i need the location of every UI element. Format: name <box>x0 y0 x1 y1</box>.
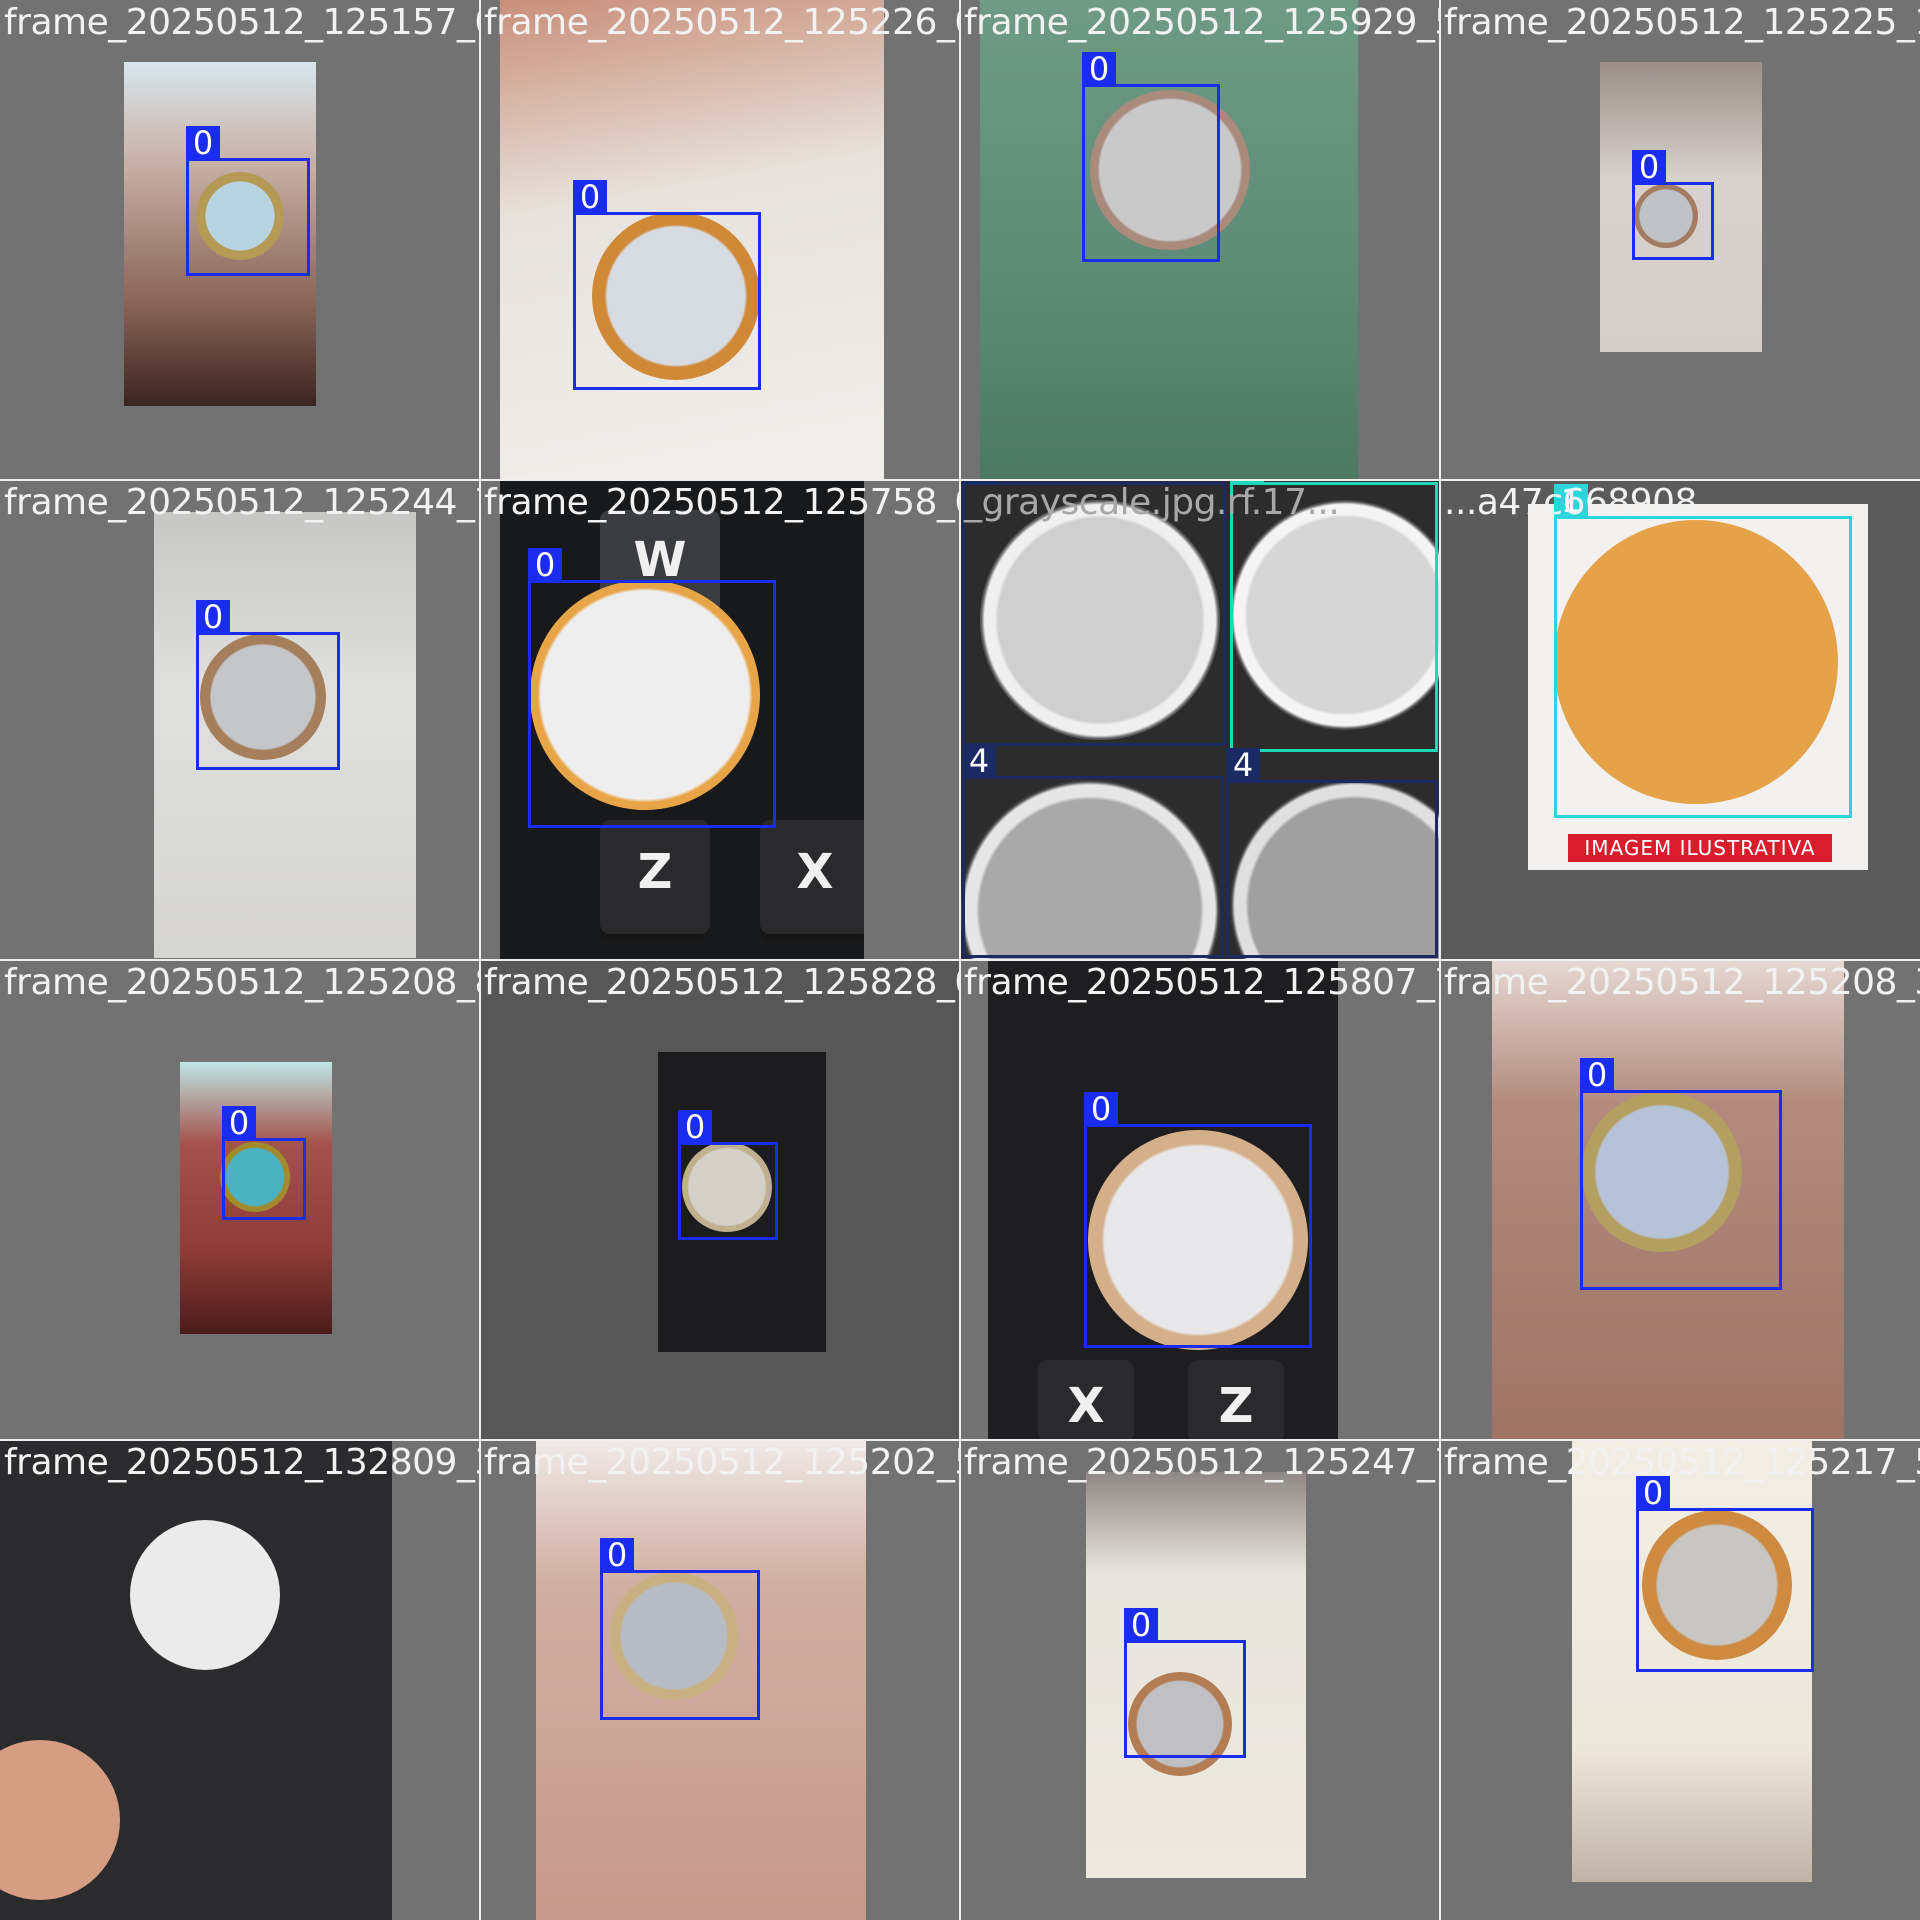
photo: IMAGEM ILUSTRATIVA <box>1528 504 1868 870</box>
image-filename: frame_20250512_125202_593823_2025.jpg <box>484 1442 960 1483</box>
detection-box[interactable]: 0 <box>1636 1476 1814 1672</box>
class-label: 0 <box>528 548 562 582</box>
class-label: 0 <box>1632 150 1666 184</box>
detection-box[interactable]: 1 <box>1554 484 1852 818</box>
illustrative-banner: IMAGEM ILUSTRATIVA <box>1568 834 1832 862</box>
detection-box[interactable]: 0 <box>186 126 310 276</box>
image-filename: frame_20250512_125247_774657_2025.jpg <box>964 1442 1440 1483</box>
photo <box>500 0 884 480</box>
tile-9[interactable]: 0 frame_20250512_125208_868127_2025.jpg <box>0 960 480 1440</box>
image-filename: frame_20250512_125157_046323_2025.jpg <box>4 2 480 43</box>
photo <box>980 0 1358 480</box>
photo: X Z <box>988 960 1338 1440</box>
photo <box>0 1440 392 1920</box>
image-filename: ...a47c668908 <box>1444 482 1697 523</box>
class-label: 3 <box>1230 480 1264 484</box>
class-label: 4 <box>1226 748 1260 782</box>
photo <box>658 1052 826 1352</box>
photo <box>536 1440 866 1920</box>
detection-box[interactable]: 0 <box>573 180 761 390</box>
class-label: 0 <box>1636 1476 1670 1510</box>
photo <box>1492 960 1844 1440</box>
photo <box>960 480 1440 960</box>
tile-14[interactable]: 0 frame_20250512_125202_593823_2025.jpg <box>480 1440 960 1920</box>
class-label: 0 <box>186 126 220 160</box>
photo <box>1572 1440 1812 1882</box>
tile-13[interactable]: frame_20250512_132809_394115_2025.jpg <box>0 1440 480 1920</box>
photo <box>1600 62 1762 352</box>
detection-box[interactable]: 0 <box>1082 52 1220 262</box>
class-label: 0 <box>573 180 607 214</box>
tile-3[interactable]: 0 frame_20250512_125929_583152_2025.jpg <box>960 0 1440 480</box>
image-filename: frame_20250512_125929_583152_2025.jpg <box>964 2 1440 43</box>
class-label: 0 <box>1124 1608 1158 1642</box>
image-filename: frame_20250512_125807_708752_2025.jpg <box>964 962 1440 1003</box>
tile-1[interactable]: 0 frame_20250512_125157_046323_2025.jpg <box>0 0 480 480</box>
detection-box[interactable]: 4 <box>962 480 1226 746</box>
detection-box[interactable]: 0 <box>196 600 340 770</box>
class-label: 4 <box>962 744 996 778</box>
image-filename: frame_20250512_125758_042 <box>484 482 960 523</box>
class-label: 1 <box>1554 484 1588 518</box>
class-label: 0 <box>196 600 230 634</box>
tile-10[interactable]: 0 frame_20250512_125828_018115_2025.jpg <box>480 960 960 1440</box>
class-label: 0 <box>1084 1092 1118 1126</box>
tile-7[interactable]: 4 3 4 4 _grayscale.jpg.rf.17... <box>960 480 1440 960</box>
detection-box[interactable]: 0 <box>600 1538 760 1720</box>
image-filename: frame_20250512_125217_5 <box>1444 1442 1920 1483</box>
photo <box>180 1062 332 1334</box>
photo <box>124 62 316 406</box>
tile-5[interactable]: 0 frame_20250512_125244_743256_2025.jpg <box>0 480 480 960</box>
detection-box[interactable]: 4 <box>1226 748 1438 958</box>
class-label: 0 <box>1580 1058 1614 1092</box>
detection-box[interactable]: 0 <box>1580 1058 1782 1290</box>
image-filename: frame_20250512_125226_023229_2025.jpg <box>484 2 960 43</box>
detection-box[interactable]: 4 <box>962 744 1224 958</box>
tile-4[interactable]: 0 frame_20250512_125225_1 <box>1440 0 1920 480</box>
class-label: 0 <box>1082 52 1116 86</box>
image-filename: frame_20250512_125208_868127_2025.jpg <box>4 962 480 1003</box>
image-filename: _grayscale.jpg.rf.17... <box>964 482 1340 523</box>
detection-box[interactable]: 0 <box>1084 1092 1312 1348</box>
tile-8[interactable]: IMAGEM ILUSTRATIVA 1 ...a47c668908 <box>1440 480 1920 960</box>
detection-box[interactable]: 0 <box>222 1106 306 1220</box>
class-label: 0 <box>678 1110 712 1144</box>
tile-12[interactable]: 0 frame_20250512_125208_3 <box>1440 960 1920 1440</box>
image-filename: frame_20250512_125828_018115_2025.jpg <box>484 962 960 1003</box>
tile-11[interactable]: X Z 0 frame_20250512_125807_708752_2025.… <box>960 960 1440 1440</box>
class-label: 4 <box>962 480 996 484</box>
tile-15[interactable]: 0 frame_20250512_125247_774657_2025.jpg <box>960 1440 1440 1920</box>
grid-divider <box>0 959 1920 961</box>
grid-divider <box>0 479 1920 481</box>
photo <box>1086 1472 1306 1878</box>
class-label: 0 <box>222 1106 256 1140</box>
image-filename: frame_20250512_125208_3 <box>1444 962 1920 1003</box>
image-filename: frame_20250512_125244_743256_2025.jpg <box>4 482 480 523</box>
tile-6[interactable]: W Z X 0 frame_20250512_125758_042 <box>480 480 960 960</box>
image-filename: frame_20250512_125225_1 <box>1444 2 1920 43</box>
tile-16[interactable]: 0 frame_20250512_125217_5 <box>1440 1440 1920 1920</box>
tile-2[interactable]: 0 frame_20250512_125226_023229_2025.jpg <box>480 0 960 480</box>
image-filename: frame_20250512_132809_394115_2025.jpg <box>4 1442 480 1483</box>
detection-box[interactable]: 0 <box>678 1110 778 1240</box>
detection-box[interactable]: 3 <box>1230 480 1438 752</box>
detection-box[interactable]: 0 <box>1632 150 1714 260</box>
detection-box[interactable]: 0 <box>1124 1608 1246 1758</box>
class-label: 0 <box>600 1538 634 1572</box>
grid-divider <box>0 1439 1920 1441</box>
detection-box[interactable]: 0 <box>528 548 776 828</box>
